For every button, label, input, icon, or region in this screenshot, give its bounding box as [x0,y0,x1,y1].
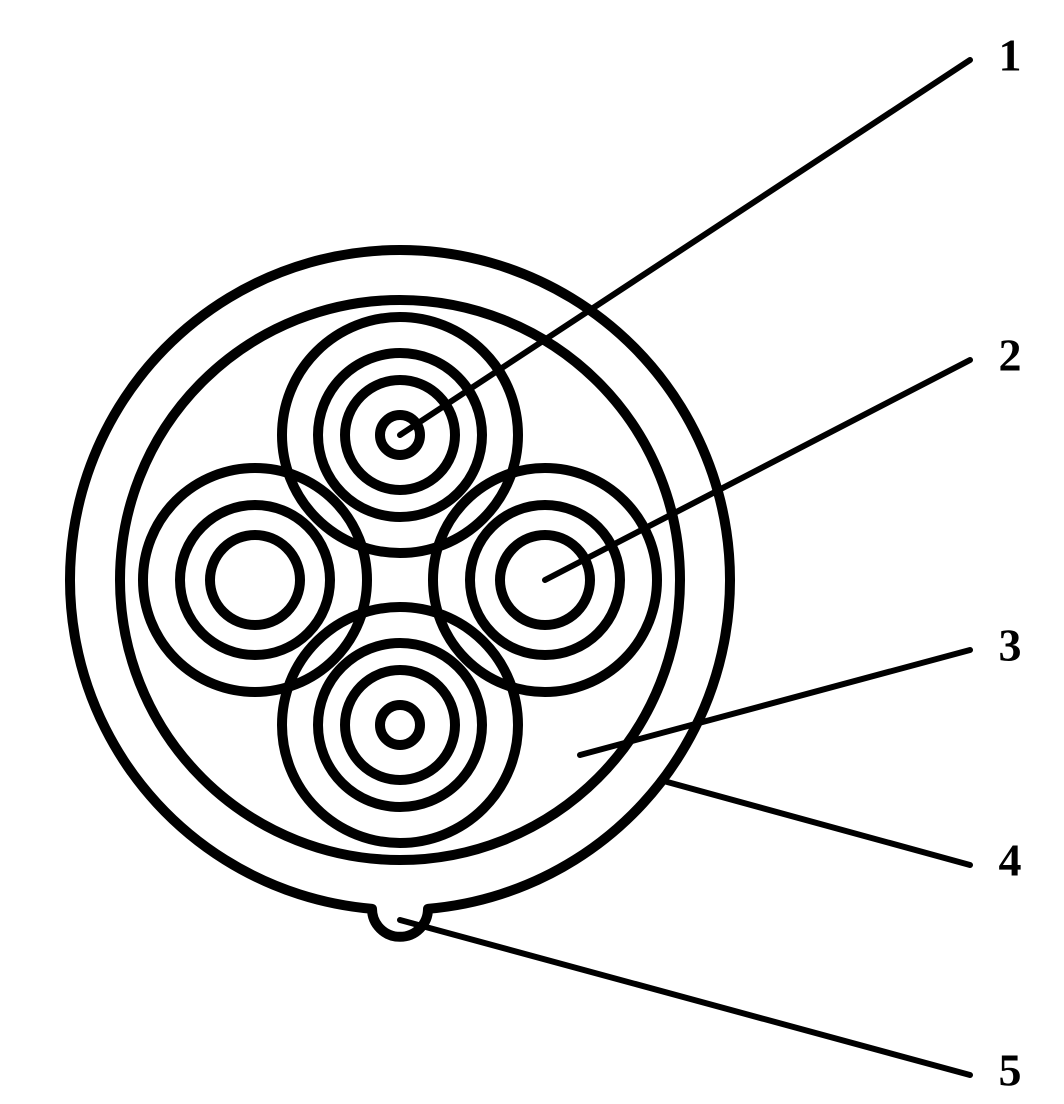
callout-label-3: 3 [999,620,1022,671]
leader-line-3 [580,650,970,755]
sub-circle-left-ring-2 [210,535,300,625]
sub-circle-left [143,468,367,692]
leader-lines-group [400,60,970,1075]
callout-label-1: 1 [999,30,1022,81]
sub-circle-bottom [282,607,518,843]
sub-circle-bottom-ring-3 [380,705,420,745]
sub-circle-left-ring-1 [180,505,330,655]
sub-circle-bottom-ring-2 [345,670,455,780]
leader-line-5 [400,920,970,1075]
callout-label-2: 2 [999,330,1022,381]
callout-label-5: 5 [999,1045,1022,1096]
leader-line-1 [400,60,970,435]
callout-label-4: 4 [999,835,1022,886]
leader-line-4 [660,780,970,865]
